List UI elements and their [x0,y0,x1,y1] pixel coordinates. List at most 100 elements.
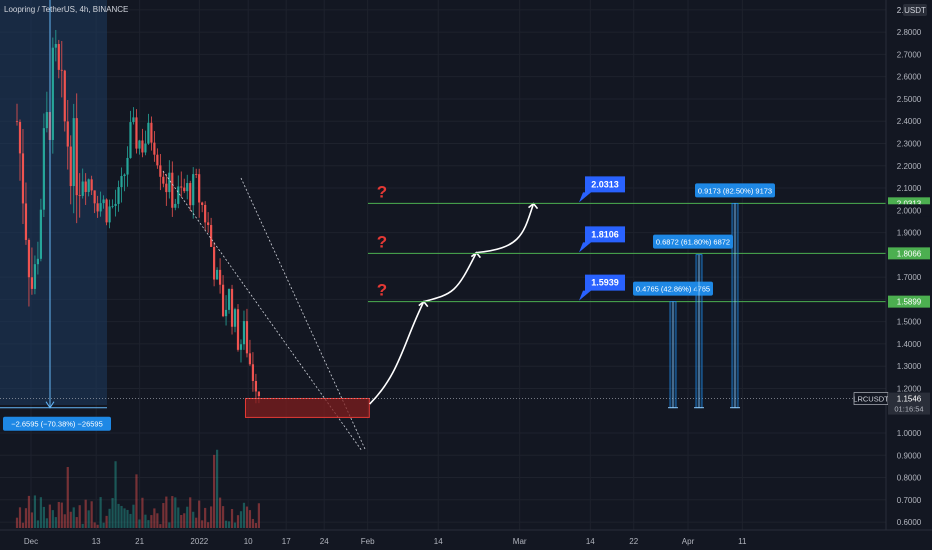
volume-bar [230,509,234,528]
time-axis[interactable]: Dec 13 21 2022 10 17 24 Feb 14 Mar 14 22 Apr 11 [0,529,932,550]
volume-bar [174,497,177,528]
candle-body [236,309,240,350]
volume-bar [21,522,25,528]
candle-body [75,118,78,196]
candle-body [102,199,105,204]
price-axis[interactable]: 2.90002.80002.70002.60002.50002.40002.30… [853,0,932,530]
volume-bar [135,474,138,528]
axis-level-badge [888,204,930,217]
time-axis-bg [0,530,886,550]
volume-bar [36,520,40,528]
axis-level-badge-text: 1.5899 [897,298,922,307]
volume-bar [141,497,144,528]
time-tick-label: 13 [92,537,101,546]
volume-bar [45,518,48,528]
target-callout[interactable] [579,176,625,203]
time-tick-label: 11 [738,537,747,546]
volume-bar [254,522,258,528]
volume-bar [108,508,111,528]
candle-body [204,204,207,223]
support-zone[interactable] [244,397,370,418]
volume-bar [144,514,147,528]
price-tick-label: 1.7000 [897,273,922,282]
target-callout-text: 1.5939 [591,278,619,288]
channel-line-upper-left[interactable] [162,170,363,452]
candle-body [207,222,210,226]
volume-bar [24,508,28,528]
price-axis-bg [886,0,932,530]
volume-bar [215,449,219,528]
target-callout[interactable] [579,226,625,253]
volume-bar [90,501,93,528]
volume-bar [171,496,174,528]
volume-bar [120,505,123,528]
target-levels[interactable]: ? 2.0313? 1.8106? 1.5939 [368,176,886,303]
candle-body [129,122,132,158]
candle-body [30,277,34,289]
measure-label: 0.4765 (42.86%) 4765 [636,285,710,294]
candle-body [150,122,153,143]
volume-bar [204,507,207,528]
countdown-text: 01:16:54 [894,405,923,414]
symbol-badge-text: LRCUSDT [853,395,889,404]
candle-body [221,284,225,317]
volume-bar [168,522,171,528]
drop-measure-label-box [3,416,111,431]
time-tick-label: 14 [586,537,595,546]
candle-body [39,209,42,259]
measure-label-box [653,234,733,249]
candle-body [174,203,177,208]
price-tick-label: 1.4000 [897,340,922,349]
volume-bar [102,522,105,528]
candle-body [153,142,156,155]
volume-bar [213,454,216,528]
candle-body [242,321,246,345]
candle-body [111,205,114,207]
projection-arrow[interactable] [369,203,535,405]
candle-body [192,174,195,206]
arrow-head [470,251,481,259]
candle-body [42,128,45,210]
price-tick-label: 2.7000 [897,50,922,59]
measure-label-box [695,183,775,198]
volume-bar [245,506,249,528]
price-tick-label: 1.9000 [897,229,922,238]
candle-body [230,288,234,327]
candle-body [177,186,180,204]
candle-body [108,206,111,223]
volume-bar [105,515,108,528]
volume-bar [218,497,222,528]
price-tick-label: 2.5000 [897,95,922,104]
volume-bar [66,466,69,528]
candle-body [144,143,147,153]
candle-body [251,364,255,382]
volume-bar [114,461,117,528]
volume-bar [165,496,168,528]
candle-body [162,176,165,184]
volume-bars [15,449,261,528]
volume-bar [242,502,246,528]
candle-body [57,44,60,70]
volume-bar [39,497,42,528]
candle-body [69,146,72,187]
target-callout[interactable] [579,274,625,301]
candle-body [72,118,75,187]
price-tick-label: 2.3000 [897,139,922,148]
measure-tools[interactable]: 0.4765 (42.86%) 4765 0.6872 (61.80%) 6872… [0,0,775,431]
volume-bar [138,519,141,528]
axis-level-badge-text: 1.8066 [897,249,922,258]
candle-body [63,70,66,122]
volume-bar [96,524,99,528]
price-tick-label: 1.2000 [897,384,922,393]
candle-body [123,174,126,177]
symbol-title: Loopring / TetherUS, 4h, BINANCE [4,5,128,14]
volume-bar [111,498,114,528]
candle-body [15,121,19,123]
candle-body [21,153,25,204]
time-tick-label: Dec [24,537,38,546]
axis-level-badge [888,247,930,260]
candle-body [36,258,40,265]
candle-body [180,186,183,188]
volume-bar [84,499,87,528]
